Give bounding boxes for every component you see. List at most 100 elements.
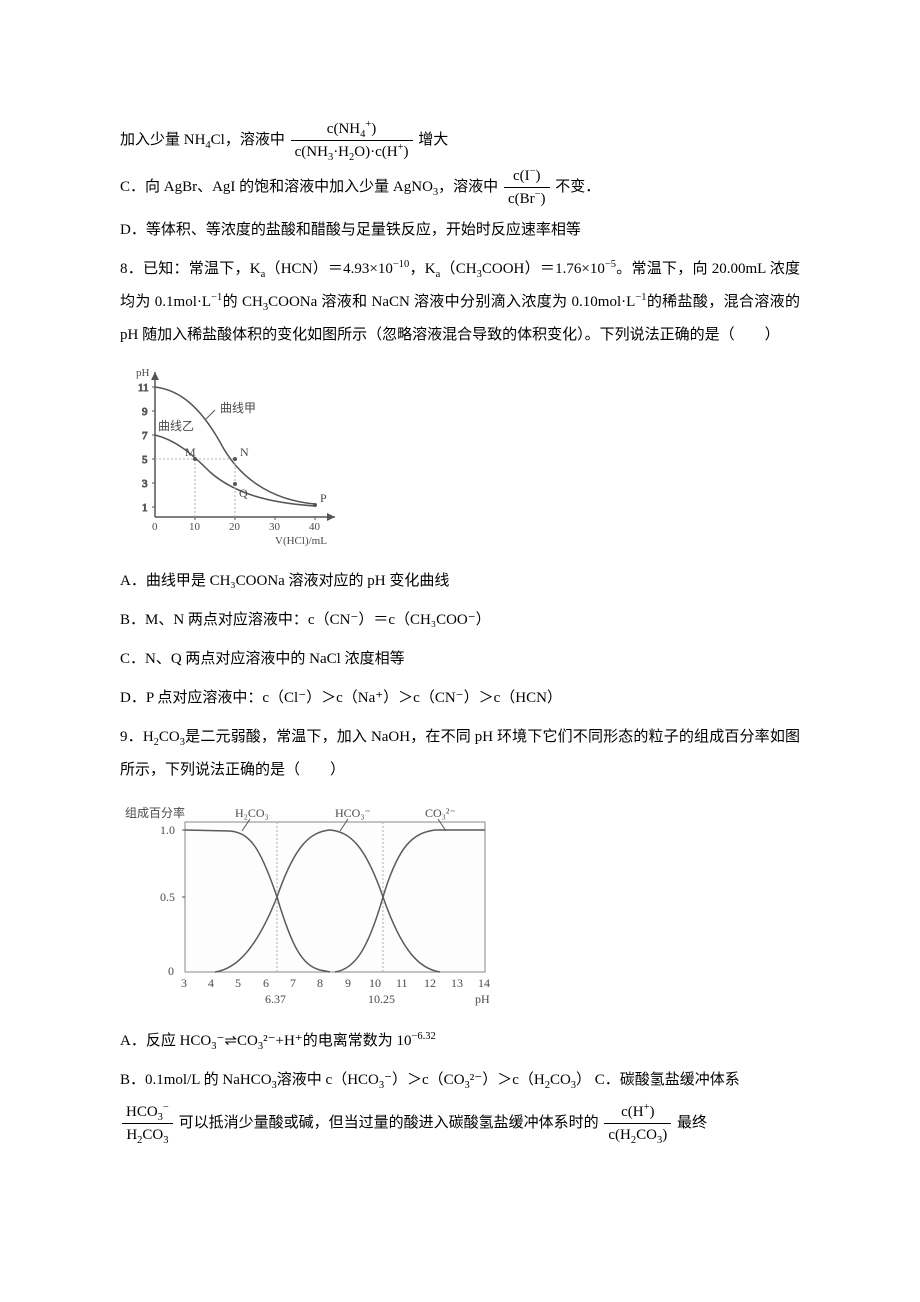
text: Cl，溶液中 [211, 132, 285, 148]
t: 11 [138, 382, 149, 394]
fraction: HCO3− H2CO3 [122, 1103, 173, 1144]
t: HCO [126, 1104, 158, 1120]
t: O)·c(H [354, 144, 397, 160]
t: 4 [208, 976, 214, 990]
q8-opt-a: A．曲线甲是 CH₃COONa 溶液对应的 pH 变化曲线 [120, 565, 800, 598]
t: 3 [163, 1135, 168, 1146]
t: 6.37 [265, 992, 286, 1006]
t: 。常温下，向 [616, 261, 708, 277]
t: 30 [269, 521, 281, 533]
ylabel: 组成百分率 [125, 805, 185, 820]
t: 9 [345, 976, 351, 990]
t: 9．H [120, 729, 154, 745]
q8-opt-c: C．N、Q 两点对应溶液中的 NaCl 浓度相等 [120, 643, 800, 676]
fraction: c(NH4+) c(NH3·H2O)·c(H+) [291, 120, 413, 161]
t: c(NH [327, 121, 360, 137]
denominator: H2CO3 [122, 1124, 173, 1144]
t: Q [239, 486, 248, 500]
t: 14 [478, 976, 490, 990]
numerator: c(H+) [604, 1103, 671, 1124]
t: 7 [142, 430, 148, 442]
denominator: c(H2CO3) [604, 1124, 671, 1144]
t: CO [636, 1127, 657, 1143]
t: 11 [396, 976, 408, 990]
t: c(I [513, 168, 530, 184]
t: 9 [142, 406, 148, 418]
denominator: c(Br−) [504, 188, 550, 208]
t: 可以抵消少量酸或碱，但当过量的酸进入碳酸氢盐缓冲体系时的 [179, 1115, 599, 1131]
q9-opt-b: B．0.1mol/L 的 NaHCO3溶液中 c（HCO3⁻）＞c（CO3²⁻）… [120, 1064, 800, 1097]
t: 8 [317, 976, 323, 990]
ylabel: pH [136, 367, 150, 379]
t: 5 [235, 976, 241, 990]
q9-opt-a: A．反应 HCO3⁻⇌CO3²⁻+H⁺的电离常数为 10−6.32 [120, 1025, 800, 1058]
t: 40 [309, 521, 321, 533]
t: 0 [168, 964, 174, 978]
t: （HCN）＝4.93×10 [265, 261, 393, 277]
q9-chart: 0 0.5 1.0 组成百分率 3 4 5 6 7 8 9 10 11 12 1… [120, 797, 800, 1007]
t: ） C．碳酸氢盐缓冲体系 [576, 1072, 740, 1088]
t: 3 [158, 1112, 163, 1123]
t: CO₃²⁻ [425, 806, 456, 820]
denominator: c(NH3·H2O)·c(H+) [291, 141, 413, 161]
t: 0.5 [160, 890, 175, 904]
t: −5 [605, 259, 616, 270]
numerator: c(NH4+) [291, 120, 413, 141]
t: ) [649, 1104, 654, 1120]
t: ²⁻+H⁺的电离常数为 10 [263, 1033, 411, 1049]
t: ) [371, 121, 376, 137]
xlabel: V(HCl)/mL [275, 535, 327, 547]
t: C．向 AgBr、AgI 的饱和溶液中加入少量 AgNO [120, 179, 433, 195]
t: 10 [189, 521, 201, 533]
species-distribution-chart: 0 0.5 1.0 组成百分率 3 4 5 6 7 8 9 10 11 12 1… [120, 797, 500, 1007]
numerator: c(I−) [504, 167, 550, 188]
ph-titration-chart: 1 3 5 7 9 11 0 10 20 30 40 pH V(HCl)/mL [120, 362, 350, 547]
q9-stem: 9．H2CO3是二元弱酸，常温下，加入 NaOH，在不同 pH 环境下它们不同形… [120, 721, 800, 787]
t: B．0.1mol/L 的 NaHCO [120, 1072, 272, 1088]
t: 12 [424, 976, 436, 990]
t: P [320, 491, 327, 505]
t: CO [142, 1127, 163, 1143]
t: 4 [360, 129, 365, 140]
text: 增大 [418, 132, 448, 148]
t: 的 CH [222, 294, 263, 310]
t: ) [662, 1127, 667, 1143]
q9-opt-c: HCO3− H2CO3 可以抵消少量酸或碱，但当过量的酸进入碳酸氢盐缓冲体系时的… [120, 1103, 800, 1144]
t: c(NH [295, 144, 328, 160]
q8-opt-b: B．M、N 两点对应溶液中：c（CN⁻）＝c（CH₃COO⁻） [120, 604, 800, 637]
t: −10 [393, 259, 409, 270]
t: 20 [229, 521, 241, 533]
t: 最终 [677, 1115, 707, 1131]
t: ²⁻）＞c（H [470, 1072, 545, 1088]
numerator: HCO3− [122, 1103, 173, 1124]
t: 1 [142, 502, 148, 514]
t: H₂CO₃ [235, 806, 269, 820]
t: 6 [263, 976, 269, 990]
t: 0 [152, 521, 158, 533]
option-c: C．向 AgBr、AgI 的饱和溶液中加入少量 AgNO3，溶液中 c(I−) … [120, 167, 800, 208]
t: ) [541, 191, 546, 207]
t: 13 [451, 976, 463, 990]
t: COONa 溶液和 NaCN 溶液中分别滴入浓度为 0.10mol·L [268, 294, 635, 310]
t: −1 [211, 292, 222, 303]
t: 3 [142, 478, 148, 490]
t: 曲线乙 [158, 419, 194, 433]
fraction: c(H+) c(H2CO3) [604, 1103, 671, 1144]
t: HCO₃⁻ [335, 806, 371, 820]
t: ⁻）＞c（CO [384, 1072, 464, 1088]
q8-opt-d: D．P 点对应溶液中：c（Cl⁻）＞c（Na⁺）＞c（CN⁻）＞c（HCN） [120, 682, 800, 715]
t: ) [536, 168, 541, 184]
t: A．反应 HCO [120, 1033, 211, 1049]
t: c(H [608, 1127, 631, 1143]
t: M [185, 445, 196, 459]
t: − [163, 1102, 169, 1113]
t: 10.25 [368, 992, 395, 1006]
t: 8．已知：常温下，K [120, 261, 261, 277]
t: ·H [333, 144, 349, 160]
t: 溶液中 c（HCO [277, 1072, 379, 1088]
t: H [126, 1127, 137, 1143]
t: 5 [142, 454, 148, 466]
t: （CH [440, 261, 476, 277]
text: 加入少量 NH [120, 132, 205, 148]
t: CO [550, 1072, 571, 1088]
